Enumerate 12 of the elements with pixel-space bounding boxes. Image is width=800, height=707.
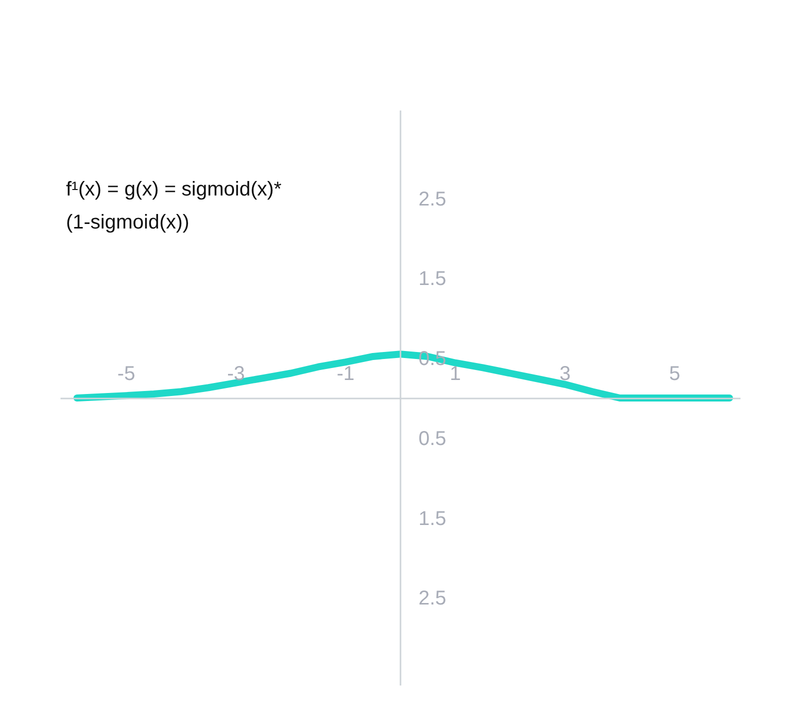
x-tick-label: -3 xyxy=(227,363,245,385)
y-tick-label: 2.5 xyxy=(418,188,446,210)
y-tick-label: 2.5 xyxy=(418,588,446,610)
annotation: f¹(x) = g(x) = sigmoid(x)* (1-sigmoid(x)) xyxy=(66,178,282,234)
y-tick-label: 0.5 xyxy=(418,428,446,450)
x-tick-label: -5 xyxy=(117,363,136,385)
x-tick-label: -1 xyxy=(336,363,355,385)
x-tick-label: 1 xyxy=(450,363,461,385)
x-tick-label: 3 xyxy=(559,363,571,385)
x-tick-label: 5 xyxy=(669,363,680,385)
y-tick-label: 1.5 xyxy=(418,508,446,530)
y-tick-label: 1.5 xyxy=(418,268,446,290)
